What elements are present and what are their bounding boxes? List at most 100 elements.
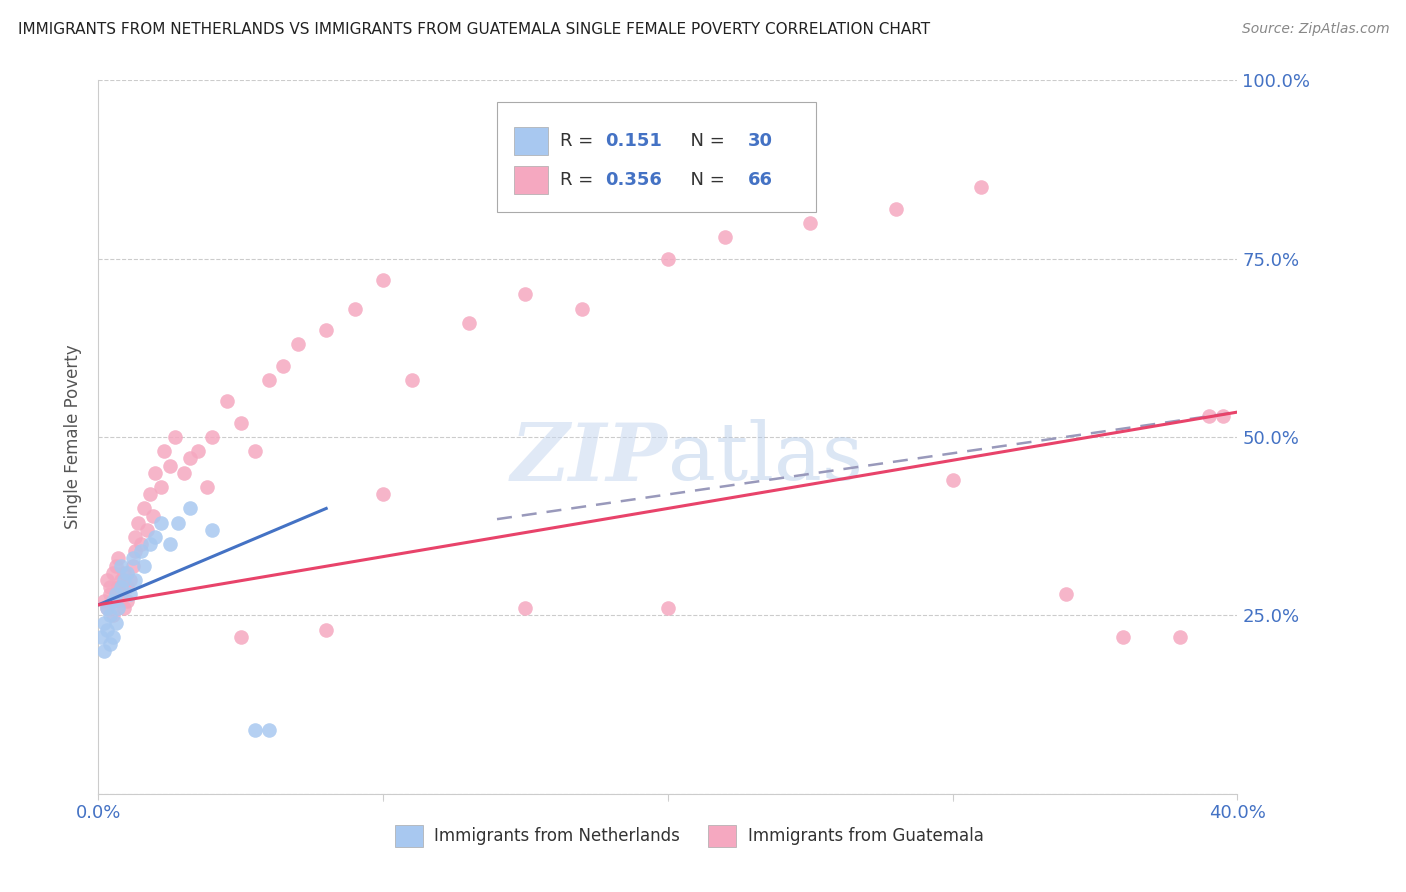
Point xyxy=(273,359,295,373)
Point xyxy=(343,301,366,316)
Point xyxy=(1212,409,1234,423)
Point xyxy=(121,551,143,566)
Point xyxy=(98,580,121,594)
Point xyxy=(138,537,160,551)
Point xyxy=(96,601,118,615)
FancyBboxPatch shape xyxy=(707,824,737,847)
Point xyxy=(110,573,132,587)
Point xyxy=(229,416,252,430)
Text: 0.356: 0.356 xyxy=(605,171,662,189)
Y-axis label: Single Female Poverty: Single Female Poverty xyxy=(65,345,83,529)
Point xyxy=(112,573,135,587)
Point xyxy=(107,580,129,594)
Point xyxy=(165,430,187,444)
Point xyxy=(118,587,141,601)
Point xyxy=(129,537,152,551)
Text: N =: N = xyxy=(679,132,731,150)
Point xyxy=(132,501,155,516)
Point xyxy=(104,594,127,608)
Text: N =: N = xyxy=(679,171,731,189)
Point xyxy=(259,373,281,387)
Point xyxy=(98,608,121,623)
FancyBboxPatch shape xyxy=(515,127,548,155)
Point xyxy=(1170,630,1192,644)
Point xyxy=(145,466,167,480)
Point xyxy=(124,530,146,544)
Point xyxy=(201,523,224,537)
Point xyxy=(457,316,479,330)
Point xyxy=(179,451,201,466)
Text: R =: R = xyxy=(560,171,599,189)
Point xyxy=(159,458,181,473)
Point xyxy=(884,202,907,216)
Text: Immigrants from Netherlands: Immigrants from Netherlands xyxy=(434,827,681,845)
Point xyxy=(93,615,115,630)
Point xyxy=(373,487,395,501)
Point xyxy=(115,594,138,608)
Text: ZIP: ZIP xyxy=(510,420,668,497)
Point xyxy=(150,516,173,530)
Point xyxy=(243,723,266,737)
Point xyxy=(942,473,965,487)
Point xyxy=(150,480,173,494)
Point xyxy=(96,601,118,615)
Text: atlas: atlas xyxy=(668,419,863,498)
Text: IMMIGRANTS FROM NETHERLANDS VS IMMIGRANTS FROM GUATEMALA SINGLE FEMALE POVERTY C: IMMIGRANTS FROM NETHERLANDS VS IMMIGRANT… xyxy=(18,22,931,37)
Point xyxy=(129,544,152,558)
Point xyxy=(153,444,176,458)
Point xyxy=(970,180,993,194)
Point xyxy=(127,516,149,530)
Point xyxy=(104,587,127,601)
Text: 0.151: 0.151 xyxy=(605,132,662,150)
Point xyxy=(101,630,124,644)
Point xyxy=(215,394,238,409)
Point xyxy=(1112,630,1135,644)
Point xyxy=(315,623,337,637)
Point xyxy=(107,551,129,566)
Point xyxy=(287,337,309,351)
Point xyxy=(112,566,135,580)
Point xyxy=(373,273,395,287)
Point xyxy=(1056,587,1078,601)
Point xyxy=(571,301,593,316)
Point xyxy=(515,601,537,615)
Point xyxy=(98,637,121,651)
Point xyxy=(657,252,679,266)
FancyBboxPatch shape xyxy=(395,824,423,847)
Point xyxy=(138,487,160,501)
Point xyxy=(124,544,146,558)
FancyBboxPatch shape xyxy=(498,102,815,212)
Point xyxy=(145,530,167,544)
Text: R =: R = xyxy=(560,132,599,150)
Point xyxy=(104,615,127,630)
Point xyxy=(1198,409,1220,423)
Point xyxy=(96,623,118,637)
Point xyxy=(101,566,124,580)
Point xyxy=(132,558,155,573)
Point xyxy=(135,523,157,537)
Point xyxy=(115,566,138,580)
Point xyxy=(101,608,124,623)
Point xyxy=(159,537,181,551)
Point xyxy=(714,230,737,244)
Text: 66: 66 xyxy=(748,171,772,189)
Point xyxy=(315,323,337,337)
Point xyxy=(201,430,224,444)
Point xyxy=(118,573,141,587)
Point xyxy=(229,630,252,644)
Point xyxy=(141,508,163,523)
Point xyxy=(243,444,266,458)
Point xyxy=(104,558,127,573)
Point xyxy=(96,573,118,587)
Text: Source: ZipAtlas.com: Source: ZipAtlas.com xyxy=(1241,22,1389,37)
Point xyxy=(187,444,209,458)
Text: 30: 30 xyxy=(748,132,772,150)
Point xyxy=(124,573,146,587)
Point xyxy=(173,466,195,480)
Point xyxy=(110,580,132,594)
Point xyxy=(98,587,121,601)
Point xyxy=(195,480,218,494)
Point xyxy=(167,516,190,530)
FancyBboxPatch shape xyxy=(515,166,548,194)
Point xyxy=(90,630,112,644)
